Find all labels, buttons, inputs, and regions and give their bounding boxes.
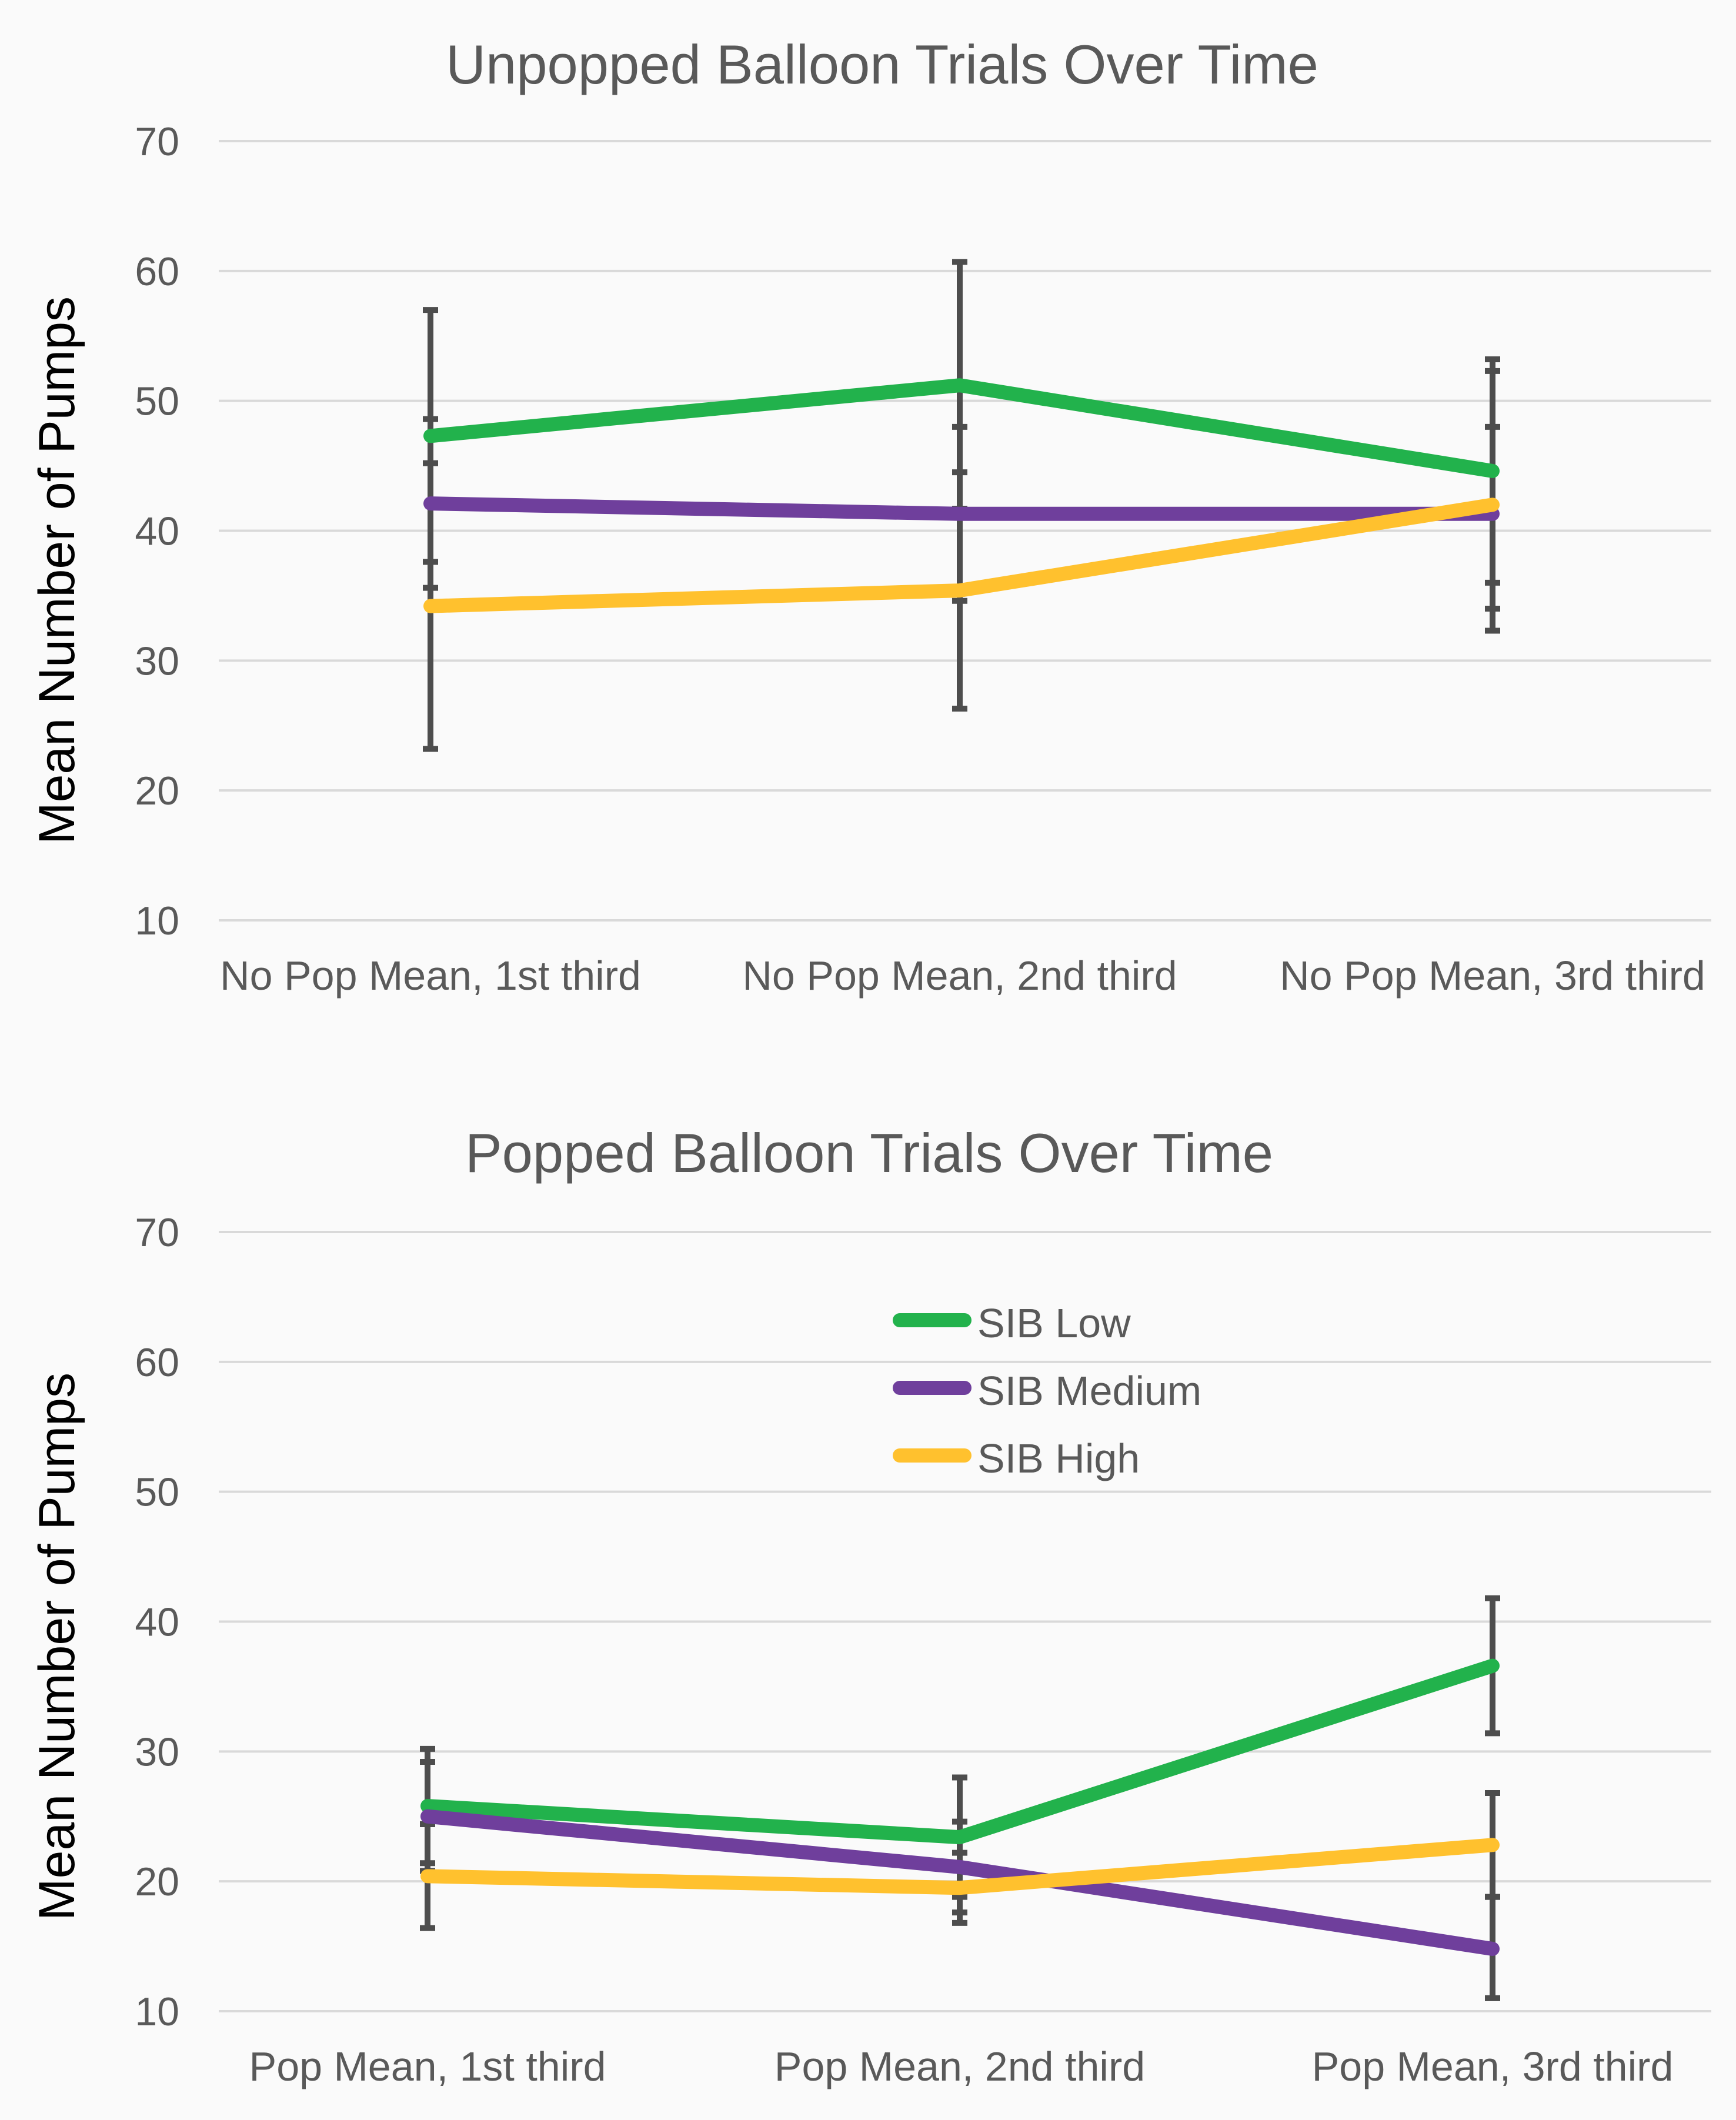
popped-chart: Popped Balloon Trials Over Time Mean Num… — [29, 1122, 1711, 2089]
x-tick-labels: No Pop Mean, 1st third No Pop Mean, 2nd t… — [220, 953, 1705, 999]
unpopped-chart: Unpopped Balloon Trials Over Time Mean N… — [29, 34, 1711, 999]
legend-label: SIB High — [977, 1435, 1140, 1481]
x-tick-label: No Pop Mean, 3rd third — [1280, 953, 1705, 999]
series-line-sib-high — [423, 498, 1500, 613]
y-axis-label: Mean Number of Pumps — [29, 1373, 85, 1921]
x-tick-label: No Pop Mean, 2nd third — [742, 953, 1177, 999]
y-tick-label: 40 — [135, 1600, 179, 1645]
y-tick-labels: 10 20 30 40 50 60 70 — [135, 119, 179, 943]
y-tick-label: 70 — [135, 119, 179, 164]
y-tick-label: 40 — [135, 509, 179, 554]
y-tick-label: 10 — [135, 1989, 179, 2034]
series-line-sib-low — [420, 1658, 1500, 1845]
series-line-sib-medium — [423, 496, 1500, 521]
y-tick-label: 20 — [135, 1859, 179, 1904]
y-tick-label: 50 — [135, 1470, 179, 1515]
y-tick-label: 70 — [135, 1210, 179, 1255]
y-tick-label: 60 — [135, 1340, 179, 1385]
y-tick-label: 10 — [135, 899, 179, 943]
legend-item-sib-high: SIB High — [893, 1435, 1140, 1481]
y-tick-label: 50 — [135, 379, 179, 424]
legend-item-sib-medium: SIB Medium — [893, 1368, 1201, 1414]
series-line-sib-medium — [420, 1809, 1500, 1956]
x-tick-label: Pop Mean, 3rd third — [1312, 2044, 1674, 2089]
y-axis-label: Mean Number of Pumps — [29, 296, 85, 844]
gridlines — [219, 140, 1711, 922]
y-tick-labels: 10 20 30 40 50 60 70 — [135, 1210, 179, 2034]
x-tick-labels: Pop Mean, 1st third Pop Mean, 2nd third Po… — [249, 2044, 1674, 2089]
series-lines — [423, 378, 1500, 613]
gridlines — [219, 1231, 1711, 2012]
legend-label: SIB Medium — [977, 1368, 1201, 1414]
y-tick-label: 60 — [135, 249, 179, 294]
legend: SIB Low SIB Medium SIB High — [893, 1300, 1201, 1481]
chart-title: Popped Balloon Trials Over Time — [465, 1122, 1273, 1184]
x-tick-label: No Pop Mean, 1st third — [220, 953, 641, 999]
x-tick-label: Pop Mean, 1st third — [249, 2044, 606, 2089]
legend-label: SIB Low — [977, 1300, 1131, 1346]
series-line-sib-high — [420, 1838, 1500, 1895]
legend-item-sib-low: SIB Low — [893, 1300, 1131, 1346]
y-tick-label: 20 — [135, 769, 179, 813]
x-tick-label: Pop Mean, 2nd third — [774, 2044, 1145, 2089]
chart-title: Unpopped Balloon Trials Over Time — [446, 34, 1318, 95]
series-lines — [420, 1658, 1500, 1956]
y-tick-label: 30 — [135, 1730, 179, 1774]
series-line-sib-low — [423, 378, 1500, 478]
y-tick-label: 30 — [135, 639, 179, 683]
